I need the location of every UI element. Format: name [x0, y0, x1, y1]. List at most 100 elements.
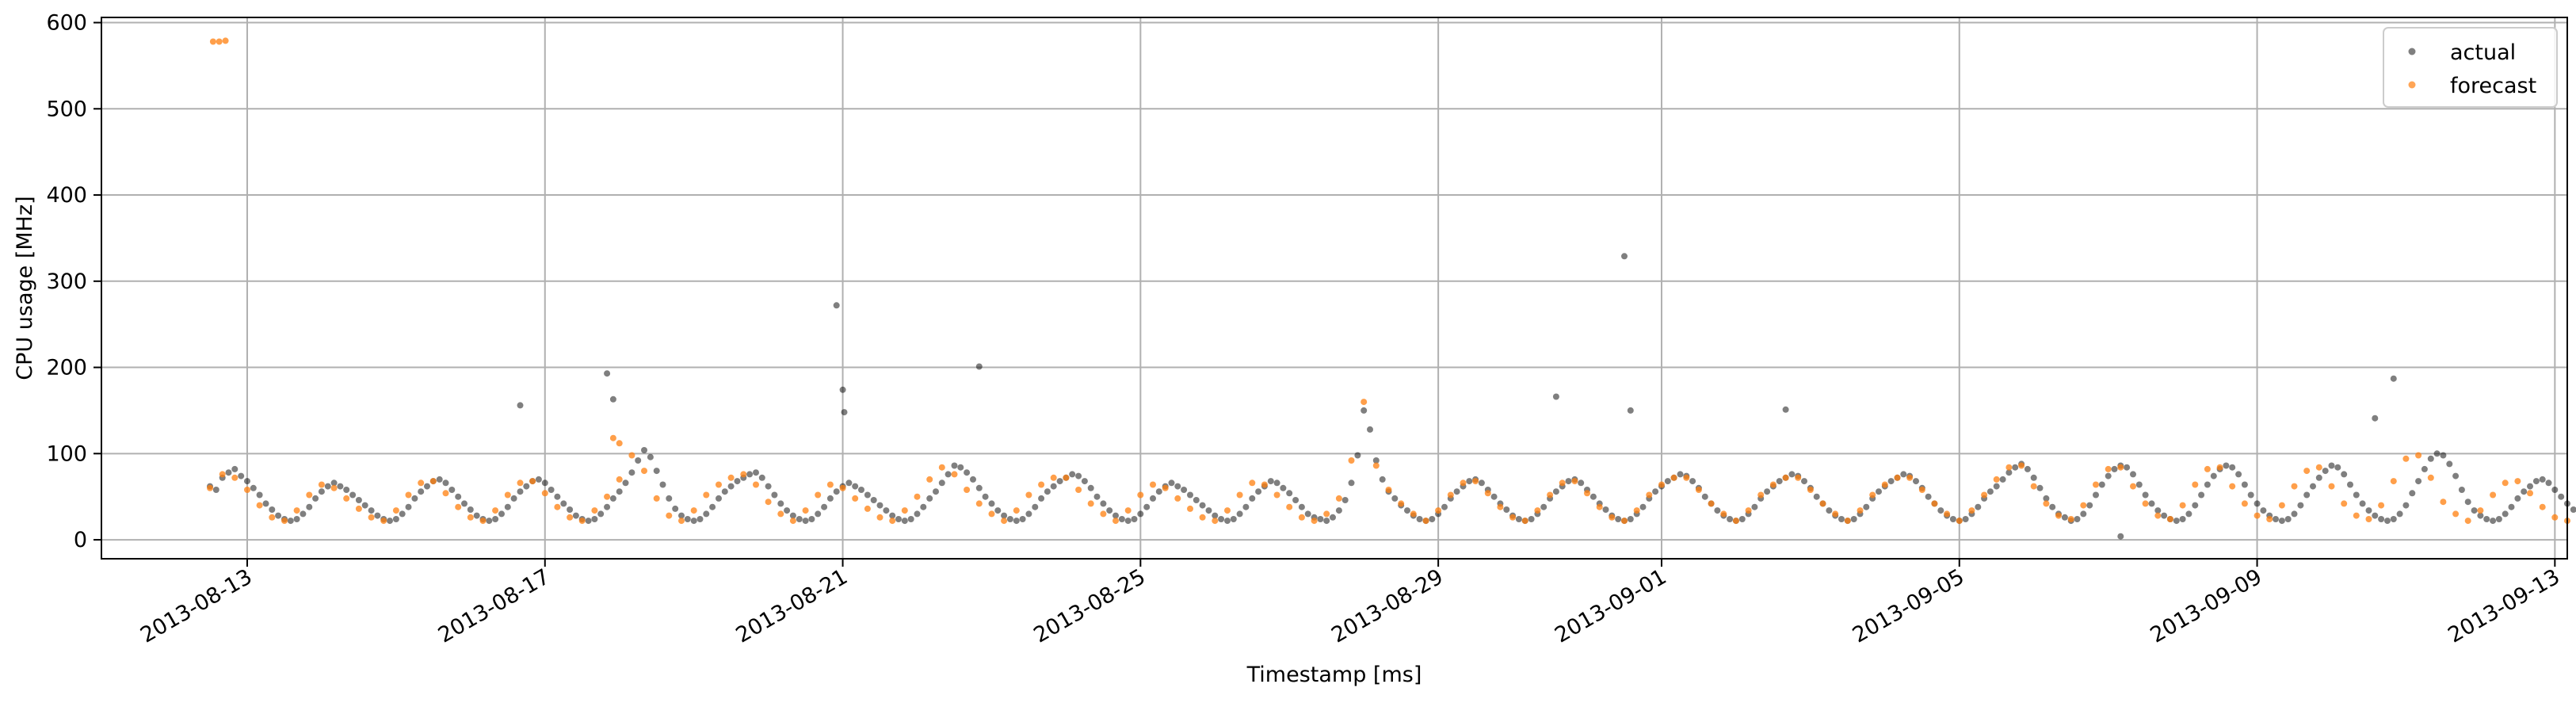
forecast-point	[864, 505, 871, 512]
actual-point	[2365, 507, 2372, 514]
actual-point	[1181, 487, 1188, 493]
forecast-point	[1224, 507, 1231, 514]
actual-point	[1887, 478, 1895, 485]
forecast-point	[269, 514, 276, 521]
actual-point	[1578, 479, 1585, 487]
actual-point	[1565, 478, 1572, 485]
actual-point	[2291, 510, 2298, 518]
actual-point	[2322, 468, 2329, 475]
forecast-point	[802, 507, 809, 514]
forecast-point	[2514, 478, 2521, 485]
forecast-point	[2105, 465, 2112, 472]
actual-point	[796, 516, 803, 522]
actual-point	[1323, 518, 1330, 525]
forecast-point	[2440, 499, 2447, 506]
forecast-point	[2328, 483, 2335, 490]
forecast-point	[1757, 491, 1765, 499]
actual-point	[1367, 426, 1373, 433]
actual-point	[1155, 488, 1162, 495]
actual-point	[1999, 476, 2006, 483]
forecast-point	[1720, 510, 1727, 518]
forecast-point	[2551, 514, 2559, 521]
actual-point	[330, 479, 338, 487]
y-tick-label-1: 100	[46, 441, 87, 466]
actual-point	[2273, 516, 2279, 522]
actual-point	[721, 488, 728, 495]
forecast-series	[207, 37, 2570, 525]
actual-point	[1124, 518, 1132, 525]
forecast-point	[951, 471, 958, 478]
forecast-point	[1844, 518, 1851, 525]
forecast-point	[1658, 481, 1665, 488]
legend: actual forecast	[2383, 27, 2558, 108]
actual-point	[1038, 495, 1045, 502]
actual-point	[802, 518, 809, 525]
forecast-point	[1124, 507, 1132, 514]
actual-point	[2161, 512, 2168, 519]
forecast-point	[1732, 518, 1739, 525]
forecast-point	[2005, 464, 2013, 471]
forecast-point	[1087, 500, 1094, 507]
actual-point	[1552, 488, 1559, 495]
forecast-point	[1435, 507, 1442, 514]
actual-point	[666, 495, 673, 502]
actual-point	[1776, 478, 1783, 485]
y-tick-label-5: 500	[46, 97, 87, 121]
actual-point	[841, 409, 848, 416]
forecast-point	[616, 440, 623, 447]
forecast-point	[2464, 518, 2471, 525]
actual-point	[659, 481, 666, 488]
actual-point	[1174, 483, 1181, 490]
forecast-point	[1261, 481, 1268, 488]
actual-point	[2142, 491, 2149, 499]
actual-point	[604, 370, 611, 377]
forecast-point	[727, 474, 735, 481]
forecast-point	[1769, 481, 1776, 488]
forecast-point	[2093, 481, 2099, 488]
forecast-point	[1050, 474, 1057, 481]
forecast-point	[1956, 518, 1963, 525]
forecast-point	[1944, 510, 1951, 518]
actual-point	[349, 491, 357, 499]
forecast-point	[852, 495, 859, 502]
forecast-point	[1447, 491, 1454, 499]
actual-point	[1286, 490, 1293, 497]
forecast-point	[216, 38, 223, 45]
forecast-point	[1372, 462, 1380, 469]
actual-point	[1075, 472, 1082, 479]
actual-point	[492, 516, 499, 522]
actual-point	[2074, 516, 2081, 522]
actual-point	[238, 472, 245, 479]
actual-point	[387, 518, 393, 525]
forecast-point	[1559, 479, 1566, 487]
actual-point	[2030, 474, 2037, 481]
actual-point	[1205, 507, 1212, 514]
actual-point	[318, 488, 325, 495]
actual-point	[1652, 488, 1659, 495]
forecast-point	[975, 500, 983, 507]
actual-point	[2378, 516, 2385, 522]
forecast-point	[209, 38, 216, 45]
actual-point	[2135, 481, 2143, 488]
actual-point	[1466, 478, 1473, 485]
forecast-point	[2278, 502, 2285, 509]
actual-point	[1764, 488, 1771, 495]
actual-point	[2514, 495, 2521, 502]
forecast-point	[1298, 514, 1305, 521]
forecast-point	[1150, 481, 1156, 488]
forecast-point	[876, 514, 883, 521]
forecast-point	[1100, 510, 1107, 518]
actual-point	[1112, 512, 1119, 519]
actual-point	[2204, 481, 2211, 488]
actual-point	[1273, 479, 1280, 487]
actual-point	[771, 491, 778, 499]
actual-point	[1416, 516, 1423, 522]
actual-point	[1602, 506, 1609, 513]
forecast-point	[1398, 500, 1405, 507]
forecast-point	[1534, 507, 1541, 514]
forecast-point	[1472, 478, 1479, 485]
forecast-point	[666, 512, 673, 519]
forecast-point	[1509, 514, 1517, 521]
actual-point	[1949, 516, 1956, 522]
actual-point	[2372, 512, 2379, 519]
